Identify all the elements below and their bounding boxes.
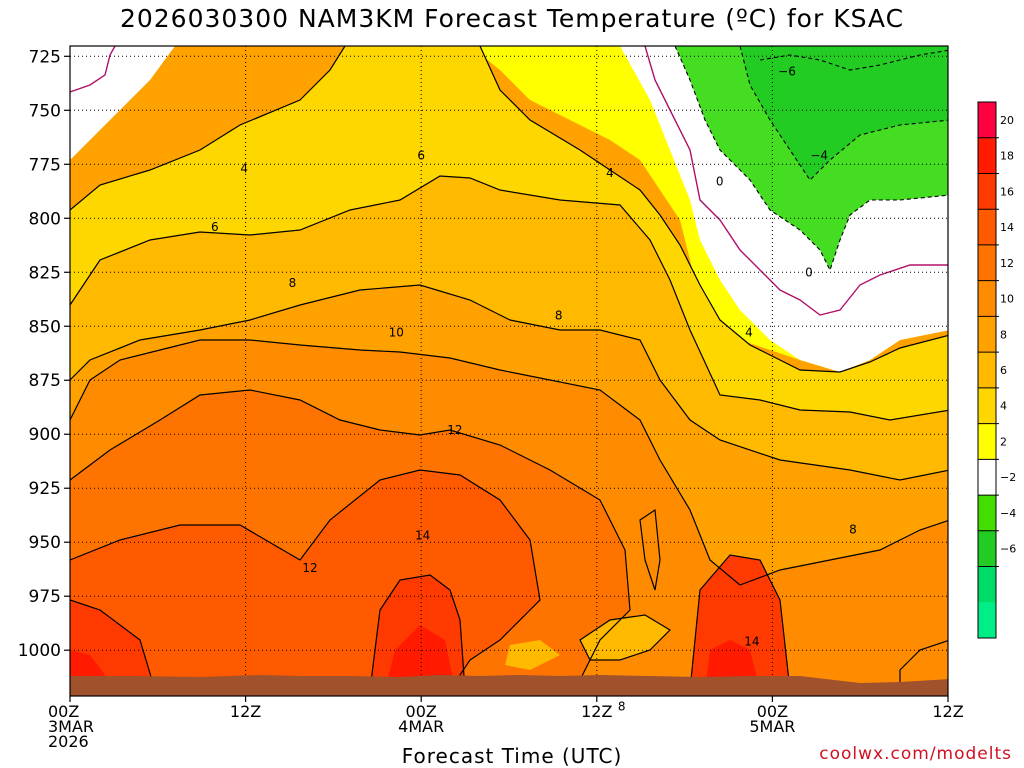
x-tick-label: 00Z bbox=[48, 702, 79, 721]
x-tick-label: 12Z bbox=[230, 702, 261, 721]
x-tick-label: 3MAR bbox=[48, 717, 94, 736]
contour-label: 0 bbox=[805, 265, 813, 279]
y-tick-label: 850 bbox=[29, 317, 61, 337]
y-tick-label: 875 bbox=[29, 371, 61, 391]
y-tick-label: 900 bbox=[29, 425, 61, 445]
band-neg-4 bbox=[740, 46, 948, 180]
x-tick-label: 00Z bbox=[406, 702, 437, 721]
band-white-left bbox=[70, 46, 175, 160]
colorbar-segment bbox=[978, 173, 996, 210]
band-4-6 bbox=[70, 46, 948, 420]
contour-label: 8 bbox=[289, 276, 297, 290]
colorbar-label: 8 bbox=[1000, 328, 1007, 341]
contour-label: 12 bbox=[302, 561, 317, 575]
colorbar-segment bbox=[978, 423, 996, 460]
colorbar-frame bbox=[977, 101, 997, 639]
band-18-20 bbox=[70, 625, 760, 690]
colorbar-segment bbox=[978, 602, 996, 639]
contour-label: 6 bbox=[417, 149, 425, 163]
y-tick-label: 1000 bbox=[18, 641, 61, 661]
colorbar-segment bbox=[978, 209, 996, 246]
contour-label: 4 bbox=[606, 166, 614, 180]
plot-area bbox=[70, 46, 948, 696]
y-tick-label: 925 bbox=[29, 479, 61, 499]
contour-label: 0 bbox=[716, 175, 724, 189]
colorbar-segment bbox=[978, 387, 996, 425]
gridlines bbox=[70, 46, 948, 696]
chart-title: 2026030300 NAM3KM Forecast Temperature (… bbox=[119, 4, 905, 33]
colorbar-segment bbox=[978, 566, 996, 603]
colorbar-label: 2 bbox=[1000, 435, 1007, 448]
colorbar-label: 10 bbox=[1000, 293, 1014, 306]
contour-label: −4 bbox=[810, 149, 828, 163]
contour-label: 14 bbox=[744, 635, 759, 649]
colorbar-segment bbox=[978, 530, 996, 568]
credit-link[interactable]: coolwx.com/modelts bbox=[819, 744, 1012, 764]
colorbar-label: 6 bbox=[1000, 364, 1007, 377]
contour-label: 8 bbox=[555, 308, 563, 322]
colorbar-segment bbox=[978, 316, 996, 353]
x-tick-label: 12Z bbox=[581, 702, 612, 721]
contour-label: 6 bbox=[211, 220, 219, 234]
contour-labels: 4 6 4 −6 −4 0 6 8 8 0 10 4 12 14 12 8 14 8 bbox=[211, 64, 857, 713]
band-yellow-patch bbox=[505, 615, 670, 670]
colorbar: 20 18 16 14 12 10 8 6 4 2 −2 −4 −6 bbox=[977, 101, 1016, 639]
y-tick-label: 750 bbox=[29, 101, 61, 121]
colorbar-label: 20 bbox=[1000, 114, 1014, 127]
contour-label: 8 bbox=[618, 699, 626, 713]
y-tick-label: 775 bbox=[29, 155, 61, 175]
y-tick-label: 975 bbox=[29, 587, 61, 607]
contour-label: 14 bbox=[415, 529, 430, 543]
contour-label: 4 bbox=[240, 162, 248, 176]
plot-frame bbox=[69, 45, 949, 697]
y-axis-ticks: 725 750 775 800 825 850 875 900 925 950 975 1000 bbox=[18, 47, 70, 661]
colorbar-label: −2 bbox=[1000, 471, 1016, 484]
colorbar-segment bbox=[978, 280, 996, 317]
colorbar-segment bbox=[978, 102, 996, 139]
band-16-18 bbox=[70, 555, 790, 690]
colorbar-segment bbox=[978, 495, 996, 532]
colorbar-label: 4 bbox=[1000, 400, 1007, 413]
colorbar-label: 16 bbox=[1000, 185, 1014, 198]
x-tick-label: 4MAR bbox=[398, 717, 444, 736]
contour-label: 12 bbox=[447, 423, 462, 437]
colorbar-label: 18 bbox=[1000, 150, 1014, 163]
contour-label: 4 bbox=[745, 326, 753, 340]
contour-label: 10 bbox=[389, 326, 404, 340]
x-tick-label: 00Z bbox=[757, 702, 788, 721]
y-tick-label: 800 bbox=[29, 209, 61, 229]
contour-label: 8 bbox=[849, 522, 857, 536]
colorbar-segment bbox=[978, 137, 996, 174]
x-axis-title: Forecast Time (UTC) bbox=[401, 744, 623, 768]
band-6-8 bbox=[70, 176, 948, 480]
y-tick-label: 825 bbox=[29, 263, 61, 283]
x-tick-label: 12Z bbox=[932, 702, 963, 721]
y-tick-label: 725 bbox=[29, 47, 61, 67]
colorbar-segment bbox=[978, 459, 996, 496]
contour-label: −6 bbox=[778, 64, 796, 78]
colorbar-segment bbox=[978, 352, 996, 389]
x-tick-label: 5MAR bbox=[749, 717, 795, 736]
colorbar-segment bbox=[978, 244, 996, 282]
colorbar-label: −6 bbox=[1000, 543, 1016, 556]
colorbar-label: 14 bbox=[1000, 221, 1014, 234]
y-tick-label: 950 bbox=[29, 533, 61, 553]
colorbar-label: −4 bbox=[1000, 507, 1016, 520]
colorbar-label: 12 bbox=[1000, 257, 1014, 270]
ground-terrain bbox=[70, 675, 948, 696]
x-tick-label: 2026 bbox=[48, 732, 89, 751]
